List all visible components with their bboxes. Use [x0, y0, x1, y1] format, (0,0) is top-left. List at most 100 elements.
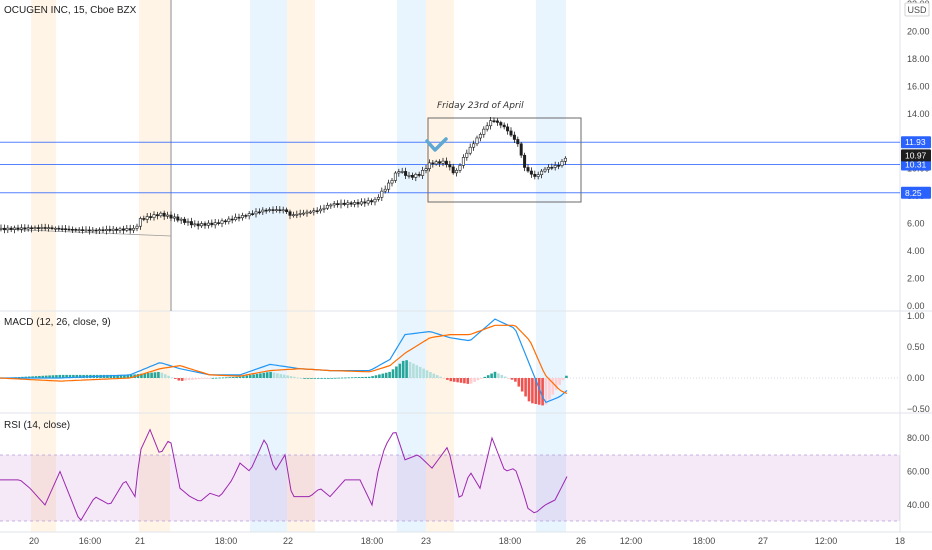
macd-histogram-bar: [293, 376, 296, 378]
macd-histogram-bar: [51, 375, 55, 378]
candle-body: [189, 221, 193, 226]
candle-body: [176, 216, 180, 221]
candle-body: [206, 222, 210, 226]
macd-histogram-bar: [391, 369, 395, 378]
currency-box[interactable]: [904, 2, 930, 17]
macd-histogram-bar: [184, 378, 187, 381]
candle-body: [410, 174, 414, 178]
macd-histogram-bar: [31, 376, 34, 378]
macd-histogram-bar: [150, 372, 153, 378]
candle-body: [155, 214, 159, 217]
candle-body: [363, 201, 367, 204]
time-axis-tick: 23: [421, 536, 431, 546]
candle-body: [30, 227, 34, 230]
candle-body: [390, 180, 394, 184]
price-tags: 11.93 10.31 8.25 10.97: [901, 136, 931, 199]
candle-body: [373, 198, 377, 203]
macd-axis[interactable]: 1.00 0.50 0.00 −0.50: [907, 311, 930, 414]
candle-body: [57, 227, 61, 230]
candle-body: [376, 196, 380, 200]
macd-histogram-bar: [191, 378, 194, 380]
macd-histogram-bar: [24, 376, 28, 378]
macd-histogram-bar: [446, 378, 449, 380]
macd-histogram-bar: [167, 375, 170, 378]
rsi-axis-tick: 60.00: [907, 467, 930, 477]
candle-body: [366, 200, 370, 204]
level-price-tag: [901, 158, 931, 171]
time-axis-tick: 22: [283, 536, 293, 546]
macd-title[interactable]: MACD (12, 26, close, 9): [4, 317, 111, 328]
annotation-text[interactable]: Friday 23rd of April: [437, 101, 524, 111]
macd-histogram-bar: [401, 360, 405, 378]
candle-body: [557, 165, 561, 167]
session-band-orange: [287, 0, 315, 532]
macd-histogram-bar: [65, 374, 68, 378]
candle-body: [240, 215, 244, 219]
candle-body: [87, 229, 91, 232]
time-axis[interactable]: 20 16:00 21 18:00 22 18:00 23 18:00 26 12:00 18:00…: [29, 536, 905, 546]
macd-histogram-bar: [44, 375, 48, 378]
candle-body: [509, 130, 513, 136]
candle-body: [281, 209, 285, 212]
macd-histogram-bar: [395, 366, 398, 378]
candle-body: [9, 227, 13, 230]
macd-histogram-bar: [480, 378, 483, 379]
macd-histogram-bar: [303, 378, 306, 379]
session-band-orange: [139, 0, 170, 532]
candle-body: [172, 216, 176, 219]
check-mark-icon[interactable]: [425, 137, 448, 152]
candle-body: [128, 228, 132, 231]
candle-body: [325, 205, 329, 209]
macd-histogram-bar: [371, 376, 374, 378]
candle-body: [94, 229, 98, 232]
level-price-tag-text: 8.25: [905, 188, 922, 198]
rsi-axis[interactable]: 80.00 60.00 40.00: [907, 433, 930, 510]
candle-body: [489, 120, 493, 127]
macd-histogram-bar: [316, 378, 320, 379]
candle-body: [516, 139, 520, 145]
time-axis-tick: 12:00: [815, 536, 838, 546]
candle-body: [278, 209, 282, 211]
macd-histogram-bar: [432, 373, 436, 378]
macd-histogram-bar: [344, 377, 347, 379]
macd-histogram-bar: [194, 378, 198, 380]
time-axis-tick: 18:00: [693, 536, 716, 546]
macd-histogram-bar: [48, 375, 51, 378]
candle-body: [186, 221, 190, 223]
candle-body: [404, 171, 408, 176]
level-price-tag: [901, 186, 931, 199]
candle-body: [543, 168, 547, 172]
candle-body: [16, 227, 20, 230]
candle-body: [227, 218, 231, 222]
price-series: [0, 117, 567, 235]
candle-body: [74, 229, 78, 231]
candle-body: [70, 228, 74, 231]
macd-histogram-bar: [337, 377, 340, 379]
macd-histogram-bar: [500, 374, 504, 378]
symbol-title[interactable]: OCUGEN INC, 15, Cboe BZX: [4, 5, 137, 16]
macd-histogram-bar: [126, 374, 130, 378]
macd-histogram-bar: [435, 375, 439, 378]
candle-body: [288, 211, 292, 216]
macd-histogram-bar: [231, 377, 235, 378]
candle-body: [407, 174, 411, 177]
currency-label[interactable]: USD: [907, 5, 927, 15]
annotation-box[interactable]: [427, 117, 582, 203]
candle-body: [458, 165, 462, 171]
candle-body: [43, 227, 47, 229]
price-axis-tick: 20.00: [907, 26, 930, 36]
candle-body: [121, 228, 125, 231]
macd-histogram-bar: [466, 378, 470, 384]
rsi-title[interactable]: RSI (14, close): [4, 420, 70, 431]
candle-body: [512, 134, 516, 140]
candle-body: [268, 209, 272, 211]
macd-histogram-bar: [109, 374, 113, 378]
candle-body: [26, 227, 30, 230]
macd-histogram-bar: [187, 378, 191, 381]
macd-histogram-bar: [327, 378, 330, 379]
last-price-tag: [901, 149, 931, 162]
macd-histogram-bar: [442, 378, 446, 379]
macd-histogram-bar: [279, 374, 283, 378]
macd-histogram-bar: [259, 373, 262, 378]
